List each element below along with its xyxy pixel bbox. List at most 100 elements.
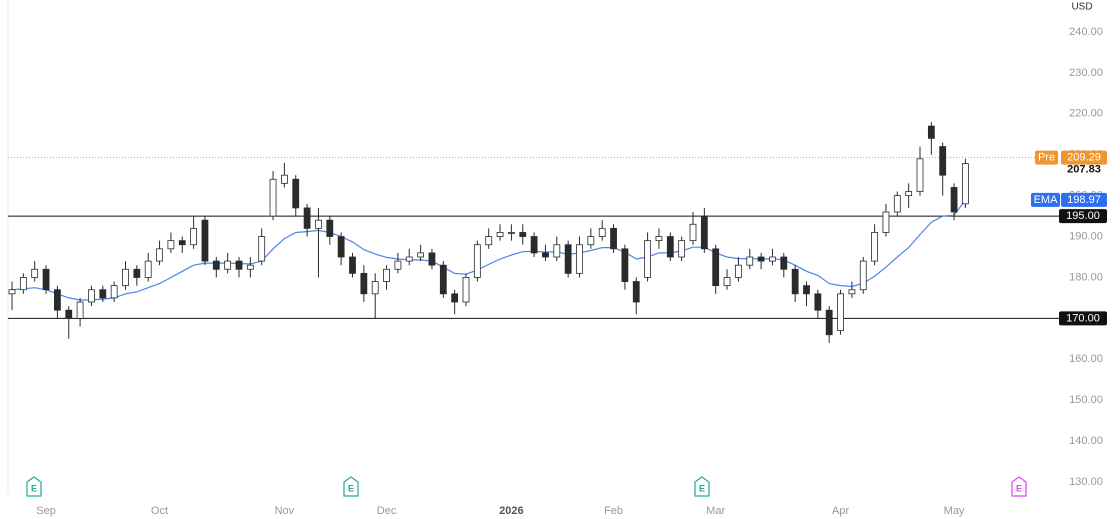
candle-body bbox=[666, 236, 674, 258]
x-tick-label: Sep bbox=[36, 505, 56, 517]
ema-name-box bbox=[1031, 192, 1060, 207]
candle-body bbox=[76, 301, 84, 319]
y-tick-label: 230.00 bbox=[1069, 67, 1103, 79]
earnings-icon bbox=[26, 476, 42, 497]
candle-body bbox=[610, 227, 617, 250]
candle-body bbox=[280, 174, 288, 184]
candle-body bbox=[19, 277, 27, 291]
premarket-label: 209.29 bbox=[1067, 152, 1101, 164]
candle-body bbox=[735, 264, 742, 278]
earnings-label: E bbox=[31, 483, 37, 493]
candle-body bbox=[383, 268, 390, 282]
x-tick-label: Dec bbox=[377, 505, 397, 517]
y-tick-label: 160.00 bbox=[1069, 353, 1103, 365]
candle-body bbox=[950, 187, 958, 213]
candle-body bbox=[428, 252, 436, 266]
candle-body bbox=[371, 281, 379, 295]
candle-body bbox=[769, 256, 776, 262]
candle-body bbox=[190, 227, 198, 246]
candle-body bbox=[905, 191, 913, 197]
candle-body bbox=[178, 240, 186, 246]
candle-body bbox=[315, 219, 322, 229]
candle-body bbox=[939, 146, 947, 176]
candle-body bbox=[133, 268, 141, 278]
candle-body bbox=[246, 264, 254, 270]
candle-body bbox=[507, 232, 515, 234]
level-label-box bbox=[1059, 311, 1107, 326]
candle-body bbox=[927, 125, 935, 139]
candle-body bbox=[576, 244, 583, 274]
candle-body bbox=[871, 232, 878, 262]
candle-body bbox=[587, 236, 595, 246]
candle-body bbox=[394, 260, 402, 270]
earnings-icon bbox=[694, 476, 710, 497]
candle-body bbox=[349, 256, 356, 274]
candle-body bbox=[201, 219, 209, 262]
candle-body bbox=[825, 309, 833, 336]
candle-body bbox=[814, 293, 822, 311]
y-tick-label: 130.00 bbox=[1069, 476, 1103, 488]
premarket-label-box bbox=[1061, 150, 1107, 165]
candle-body bbox=[258, 236, 266, 262]
y-tick-label: 240.00 bbox=[1069, 26, 1103, 38]
candle-body bbox=[598, 227, 606, 237]
candle-body bbox=[542, 252, 549, 258]
last-price-label: 207.83 bbox=[1067, 164, 1101, 176]
x-tick-label: Mar bbox=[706, 505, 725, 517]
candle-body bbox=[530, 236, 538, 254]
x-tick-label: 2026 bbox=[499, 505, 523, 517]
ema-line bbox=[11, 199, 966, 301]
candle-body bbox=[326, 219, 334, 237]
candle-body bbox=[837, 293, 844, 332]
candle-body bbox=[632, 281, 640, 303]
level-label: 170.00 bbox=[1066, 312, 1100, 324]
candle-body bbox=[122, 268, 129, 287]
candle-body bbox=[54, 289, 61, 311]
candle-body bbox=[723, 277, 731, 287]
premarket-name-box bbox=[1035, 150, 1058, 165]
candle-body bbox=[655, 236, 663, 242]
candle-body bbox=[644, 240, 651, 278]
candle-body bbox=[803, 285, 810, 295]
y-tick-label: 220.00 bbox=[1069, 108, 1103, 120]
ema-name: EMA bbox=[1034, 194, 1059, 206]
candle-body bbox=[757, 256, 765, 262]
candle-body bbox=[962, 163, 969, 205]
x-tick-label: Oct bbox=[151, 505, 168, 517]
candle-body bbox=[462, 277, 470, 303]
candle-body bbox=[496, 232, 504, 237]
candle-body bbox=[417, 252, 425, 258]
candle-body bbox=[553, 244, 561, 258]
earnings-label: E bbox=[699, 483, 705, 493]
candle-body bbox=[485, 236, 493, 246]
currency-label: USD bbox=[1071, 2, 1092, 13]
candle-body bbox=[678, 240, 686, 258]
candle-body bbox=[167, 240, 175, 250]
candle-body bbox=[360, 272, 368, 295]
earnings-icon bbox=[1011, 476, 1027, 497]
candle-body bbox=[712, 248, 720, 287]
x-tick-label: May bbox=[944, 505, 965, 517]
candle-body bbox=[439, 264, 447, 295]
candle-body bbox=[405, 256, 413, 262]
y-tick-label: 180.00 bbox=[1069, 271, 1103, 283]
candle-body bbox=[110, 285, 118, 299]
candle-body bbox=[303, 207, 311, 229]
y-tick-label: 140.00 bbox=[1069, 435, 1103, 447]
candle-body bbox=[893, 195, 901, 213]
candle-body bbox=[8, 289, 16, 295]
candle-body bbox=[99, 289, 107, 299]
candle-body bbox=[689, 223, 697, 242]
candle-body bbox=[42, 268, 50, 291]
candle-body bbox=[473, 244, 481, 278]
candle-body bbox=[916, 158, 924, 192]
ema-label: 198.97 bbox=[1067, 194, 1101, 206]
earnings-icon bbox=[343, 476, 359, 497]
candle-body bbox=[235, 260, 243, 270]
candle-body bbox=[451, 293, 459, 303]
candle-body bbox=[88, 289, 95, 303]
earnings-label: E bbox=[1016, 483, 1022, 493]
candle-body bbox=[848, 289, 856, 295]
